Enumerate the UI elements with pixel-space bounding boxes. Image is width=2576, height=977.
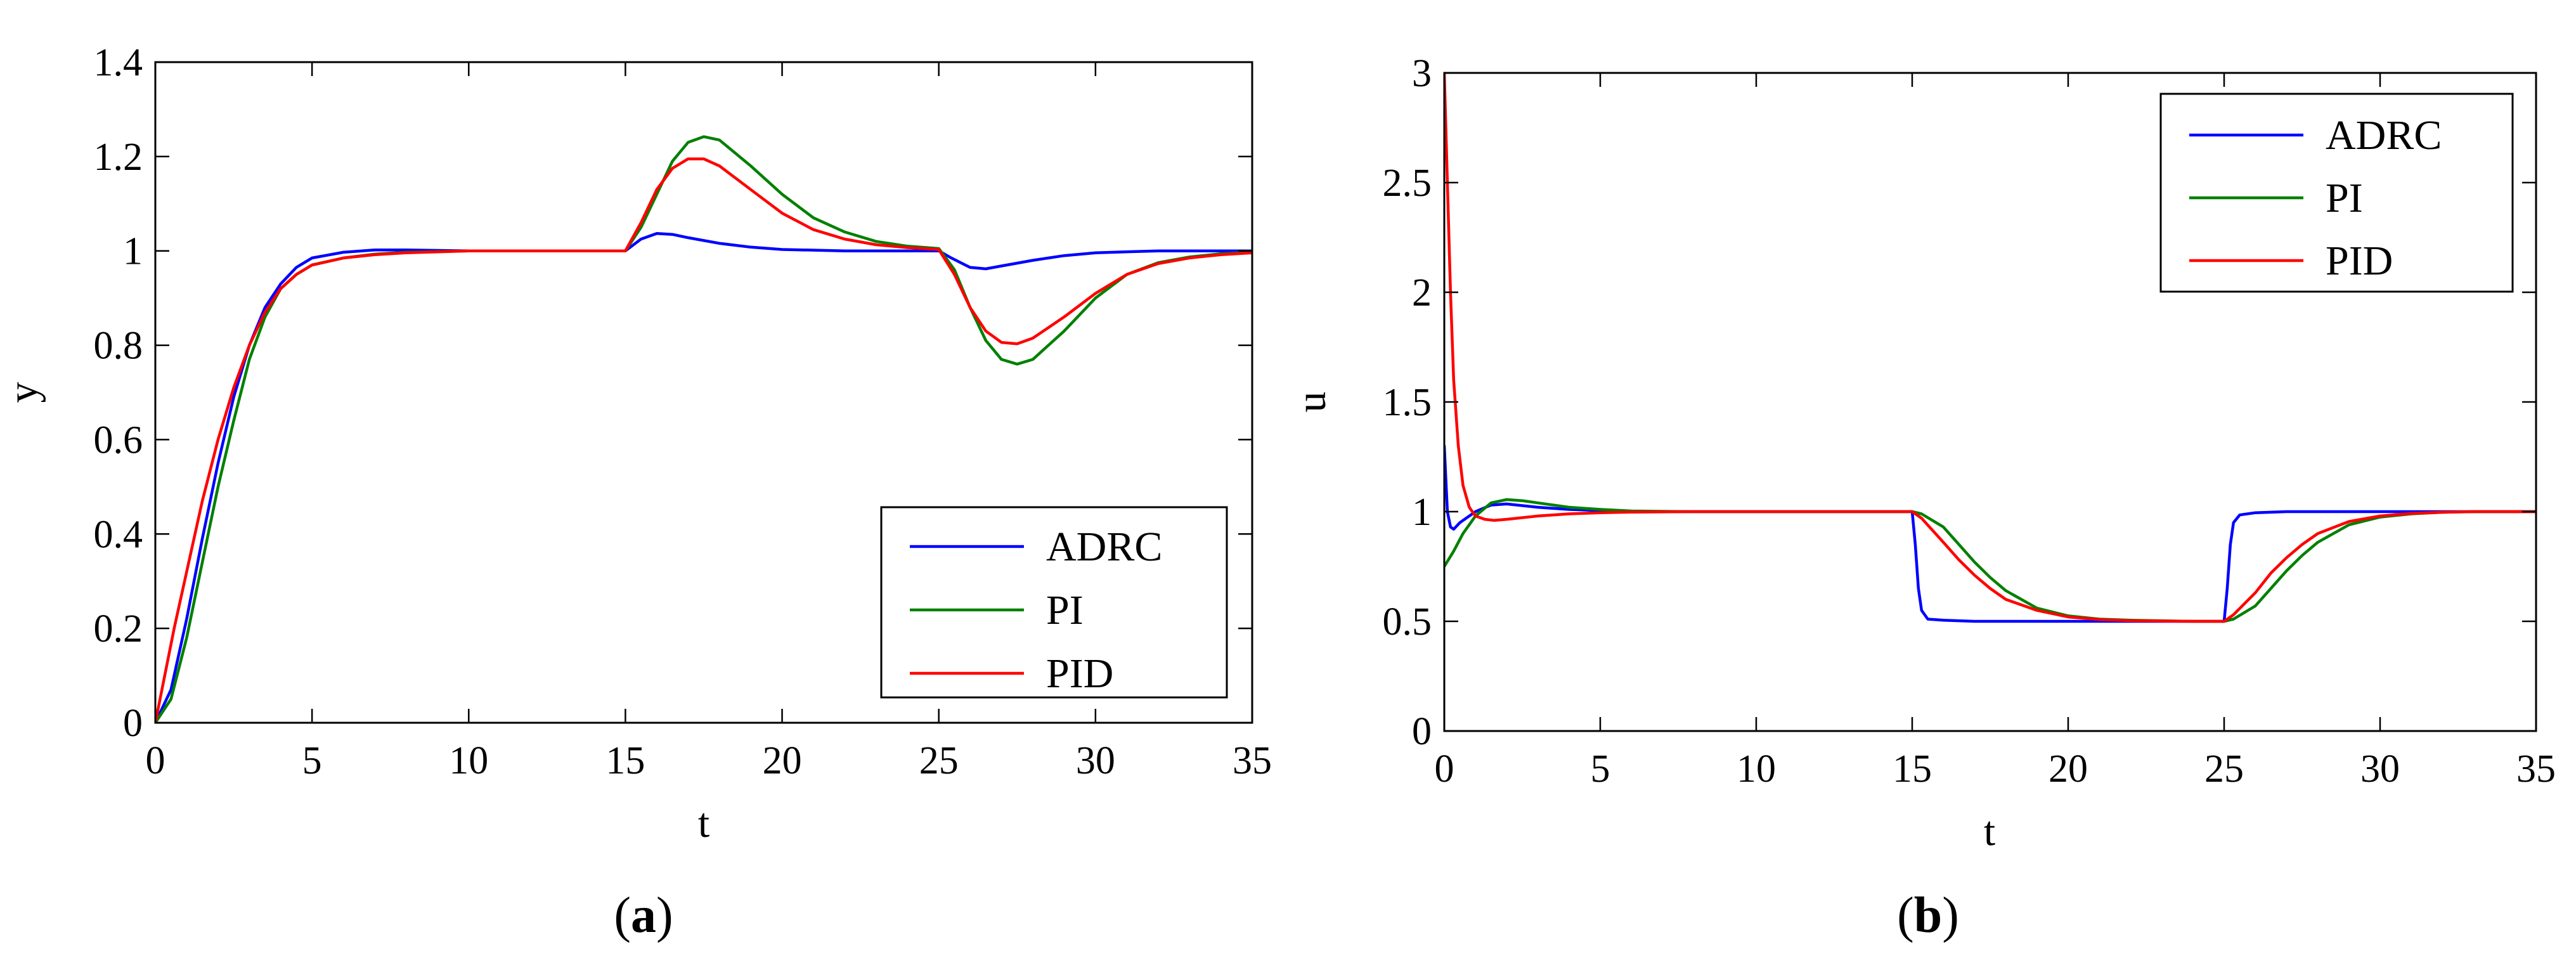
x-tick-label-a-6: 30: [1076, 739, 1115, 782]
y-axis-label-a: y: [0, 382, 46, 403]
legend-label-adrc-b: ADRC: [2326, 112, 2442, 159]
x-axis-label-b: t: [1984, 808, 1995, 855]
y-tick-label-b-1: 0.5: [1383, 600, 1432, 644]
y-tick-label-b-3: 1.5: [1383, 381, 1432, 424]
legend-label-pi-b: PI: [2326, 175, 2363, 221]
x-tick-label-a-2: 10: [449, 739, 488, 782]
tick-labels-b: 0 5 10 15 20 25 30 35 0 0.5 1 1.5 2 2.5 3: [1383, 52, 2556, 791]
x-tick-label-b-7: 35: [2516, 747, 2556, 791]
x-tick-label-b-6: 30: [2360, 747, 2400, 791]
plot-frame-a: [154, 61, 1253, 724]
legend-label-pid-b: PID: [2326, 238, 2393, 284]
y-tick-label-b-2: 1: [1412, 491, 1432, 534]
tick-labels-a: 0 5 10 15 20 25 30 35 0 0.2 0.4 0.6 0.8 1 1.2 1.4: [94, 41, 1272, 782]
x-tick-label-b-3: 15: [1893, 747, 1932, 791]
y-tick-label-a-1: 0.2: [94, 607, 143, 650]
y-tick-label-a-0: 0: [123, 702, 143, 745]
y-tick-label-a-5: 1: [123, 230, 143, 273]
caption-open-b: (: [1897, 888, 1914, 943]
x-tick-label-b-1: 5: [1591, 747, 1610, 791]
legend-a: ADRC PI PID: [880, 506, 1228, 699]
series-layer-a: [155, 135, 1252, 723]
y-tick-label-a-3: 0.6: [94, 418, 143, 462]
caption-letter-b: b: [1914, 888, 1943, 943]
y-tick-label-b-0: 0: [1412, 710, 1432, 753]
y-tick-label-b-4: 2: [1412, 271, 1432, 314]
x-tick-label-a-5: 25: [919, 739, 959, 782]
legend-label-pi-a: PI: [1046, 587, 1084, 633]
y-tick-label-b-5: 2.5: [1383, 162, 1432, 205]
x-tick-label-a-1: 5: [302, 739, 322, 782]
x-tick-label-a-3: 15: [605, 739, 645, 782]
caption-close-b: ): [1942, 888, 1959, 943]
y-tick-label-a-7: 1.4: [94, 41, 143, 84]
series-line-pid-b: [1444, 73, 2536, 623]
series-line-pid-a: [155, 157, 1252, 723]
y-axis-label-b: u: [1288, 392, 1335, 413]
x-tick-label-a-7: 35: [1233, 739, 1272, 782]
series-line-pi-a: [155, 135, 1252, 723]
y-tick-label-a-2: 0.4: [94, 513, 143, 556]
series-layer-b: [1444, 73, 2536, 623]
caption-open-a: (: [614, 888, 631, 943]
legend-box-b: [2159, 93, 2514, 293]
x-tick-label-b-2: 10: [1737, 747, 1776, 791]
caption-a: (a): [614, 888, 673, 943]
legend-b: ADRC PI PID: [2159, 93, 2514, 293]
x-tick-label-a-4: 20: [763, 739, 802, 782]
legend-label-adrc-a: ADRC: [1046, 524, 1162, 570]
x-tick-label-b-0: 0: [1435, 747, 1454, 791]
chart-panel-b: 0 5 10 15 20 25 30 35 0 0.5 1 1.5 2 2.5 3 t u ADRC PI …: [1288, 52, 2556, 943]
y-tick-label-a-6: 1.2: [94, 136, 143, 179]
plot-frame-b: [1443, 72, 2537, 732]
y-tick-label-a-4: 0.8: [94, 325, 143, 368]
caption-close-a: ): [656, 888, 673, 943]
x-tick-label-a-0: 0: [146, 739, 165, 782]
chart-panel-a: 0 5 10 15 20 25 30 35 0 0.2 0.4 0.6 0.8 1 1.2 1.4 t y A…: [0, 41, 1272, 943]
series-line-pi-b: [1444, 498, 2536, 623]
x-tick-label-b-5: 25: [2204, 747, 2244, 791]
series-line-adrc-b: [1444, 444, 2536, 623]
series-line-adrc-a: [155, 231, 1252, 723]
y-tick-label-b-6: 3: [1412, 52, 1432, 95]
legend-label-pid-a: PID: [1046, 650, 1113, 697]
x-tick-label-b-4: 20: [2049, 747, 2088, 791]
x-axis-label-a: t: [698, 800, 709, 846]
caption-b: (b): [1897, 888, 1959, 943]
caption-letter-a: a: [631, 888, 656, 943]
legend-box-a: [880, 506, 1228, 699]
